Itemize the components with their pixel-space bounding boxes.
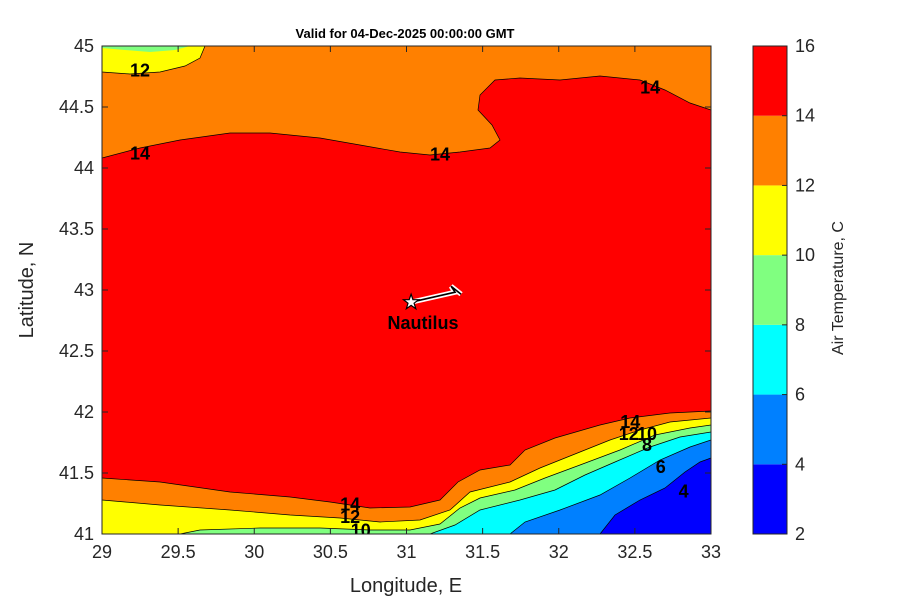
- contour-label: 6: [656, 457, 666, 477]
- colorbar-segment: [753, 255, 787, 325]
- colorbar-tick-label: 16: [795, 36, 815, 56]
- contour-label: 12: [130, 60, 150, 80]
- star-marker: [401, 292, 421, 311]
- x-tick-label: 30.5: [313, 542, 348, 562]
- colorbar-segment: [753, 185, 787, 256]
- y-tick-label: 44.5: [59, 97, 94, 117]
- colorbar-segment: [753, 324, 787, 395]
- chart-title: Valid for 04-Dec-2025 00:00:00 GMT: [296, 26, 515, 41]
- y-tick-label: 41: [74, 524, 94, 544]
- x-tick-label: 29.5: [161, 542, 196, 562]
- contour-label: 12: [340, 507, 360, 527]
- colorbar-segment: [753, 464, 787, 534]
- colorbar-frame: [752, 45, 788, 535]
- contour-label: 14: [430, 145, 450, 165]
- colorbar-tick-label: 8: [795, 315, 805, 335]
- colorbar-segment: [753, 115, 787, 186]
- x-tick-label: 33: [701, 542, 721, 562]
- contour-band-north-10-12: [102, 46, 205, 74]
- colorbar-label: Air Temperature, C: [830, 221, 847, 355]
- colorbar-tick-label: 10: [795, 245, 815, 265]
- colorbar-segment: [753, 394, 787, 465]
- y-tick-label: 43: [74, 280, 94, 300]
- colorbar-tick-label: 6: [795, 385, 805, 405]
- colorbar-tick-label: 4: [795, 454, 805, 474]
- contour-label: 4: [679, 481, 689, 501]
- y-tick-label: 41.5: [59, 463, 94, 483]
- y-tick-label: 43.5: [59, 219, 94, 239]
- contour-label: 10: [637, 424, 657, 444]
- track-line: [410, 285, 462, 303]
- colorbar-tick-label: 14: [795, 106, 815, 126]
- x-axis: 29 29.5 30 30.5 31 31.5 32 32.5 33: [92, 46, 721, 562]
- x-tick-label: 32: [549, 542, 569, 562]
- contour-label: 14: [340, 495, 360, 515]
- colorbar: 2 4 6 8 10 12 14 16: [752, 36, 815, 544]
- x-axis-label: Longitude, E: [350, 575, 462, 597]
- colorbar-tick-label: 12: [795, 175, 815, 195]
- contour-label: 14: [130, 143, 150, 163]
- x-tick-label: 31: [396, 542, 416, 562]
- contour-band-north-12-14: [102, 46, 711, 158]
- contour-lines: [102, 46, 711, 534]
- y-tick-label: 42.5: [59, 341, 94, 361]
- y-tick-label: 44: [74, 158, 94, 178]
- x-tick-label: 31.5: [465, 542, 500, 562]
- contour-label: 14: [640, 77, 660, 97]
- x-tick-label: 32.5: [617, 542, 652, 562]
- contour-label: 14: [620, 412, 640, 432]
- contour-label: 8: [642, 435, 652, 455]
- colorbar-tick-label: 2: [795, 524, 805, 544]
- x-tick-label: 30: [244, 542, 264, 562]
- y-axis: 41 41.5 42 42.5 43 43.5 44 44.5 45: [59, 36, 711, 544]
- y-tick-label: 42: [74, 402, 94, 422]
- contour-label: 12: [619, 424, 639, 444]
- contour-label: 10: [351, 520, 371, 540]
- colorbar-segment: [753, 46, 787, 116]
- contour-band-north-8-10: [102, 46, 190, 52]
- y-axis-label: Latitude, N: [16, 242, 38, 339]
- contour-band-south-2-4: [600, 458, 711, 534]
- x-tick-label: 29: [92, 542, 112, 562]
- y-tick-label: 45: [74, 36, 94, 56]
- ship-marker: Nautilus: [388, 284, 463, 333]
- marker-label: Nautilus: [388, 313, 459, 333]
